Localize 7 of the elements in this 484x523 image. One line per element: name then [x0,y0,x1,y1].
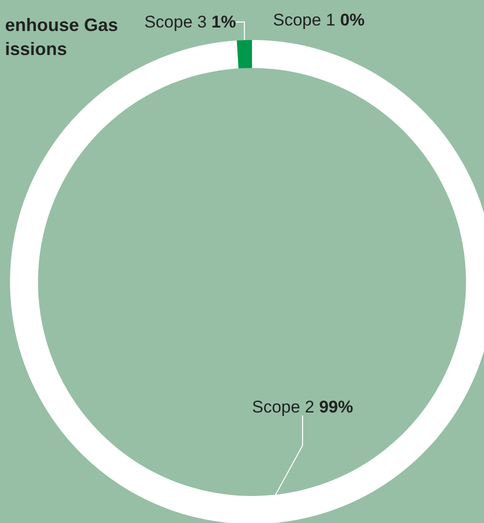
text: 0% [340,10,365,30]
data-label: 1% [211,12,236,32]
data-label: 99% [319,398,354,416]
slice-label: Scope 2 [252,398,314,416]
slice-label: Scope 3 [144,12,207,32]
text: enhouse Gas issions [5,15,118,59]
category-label: Scope 1 [273,10,336,30]
